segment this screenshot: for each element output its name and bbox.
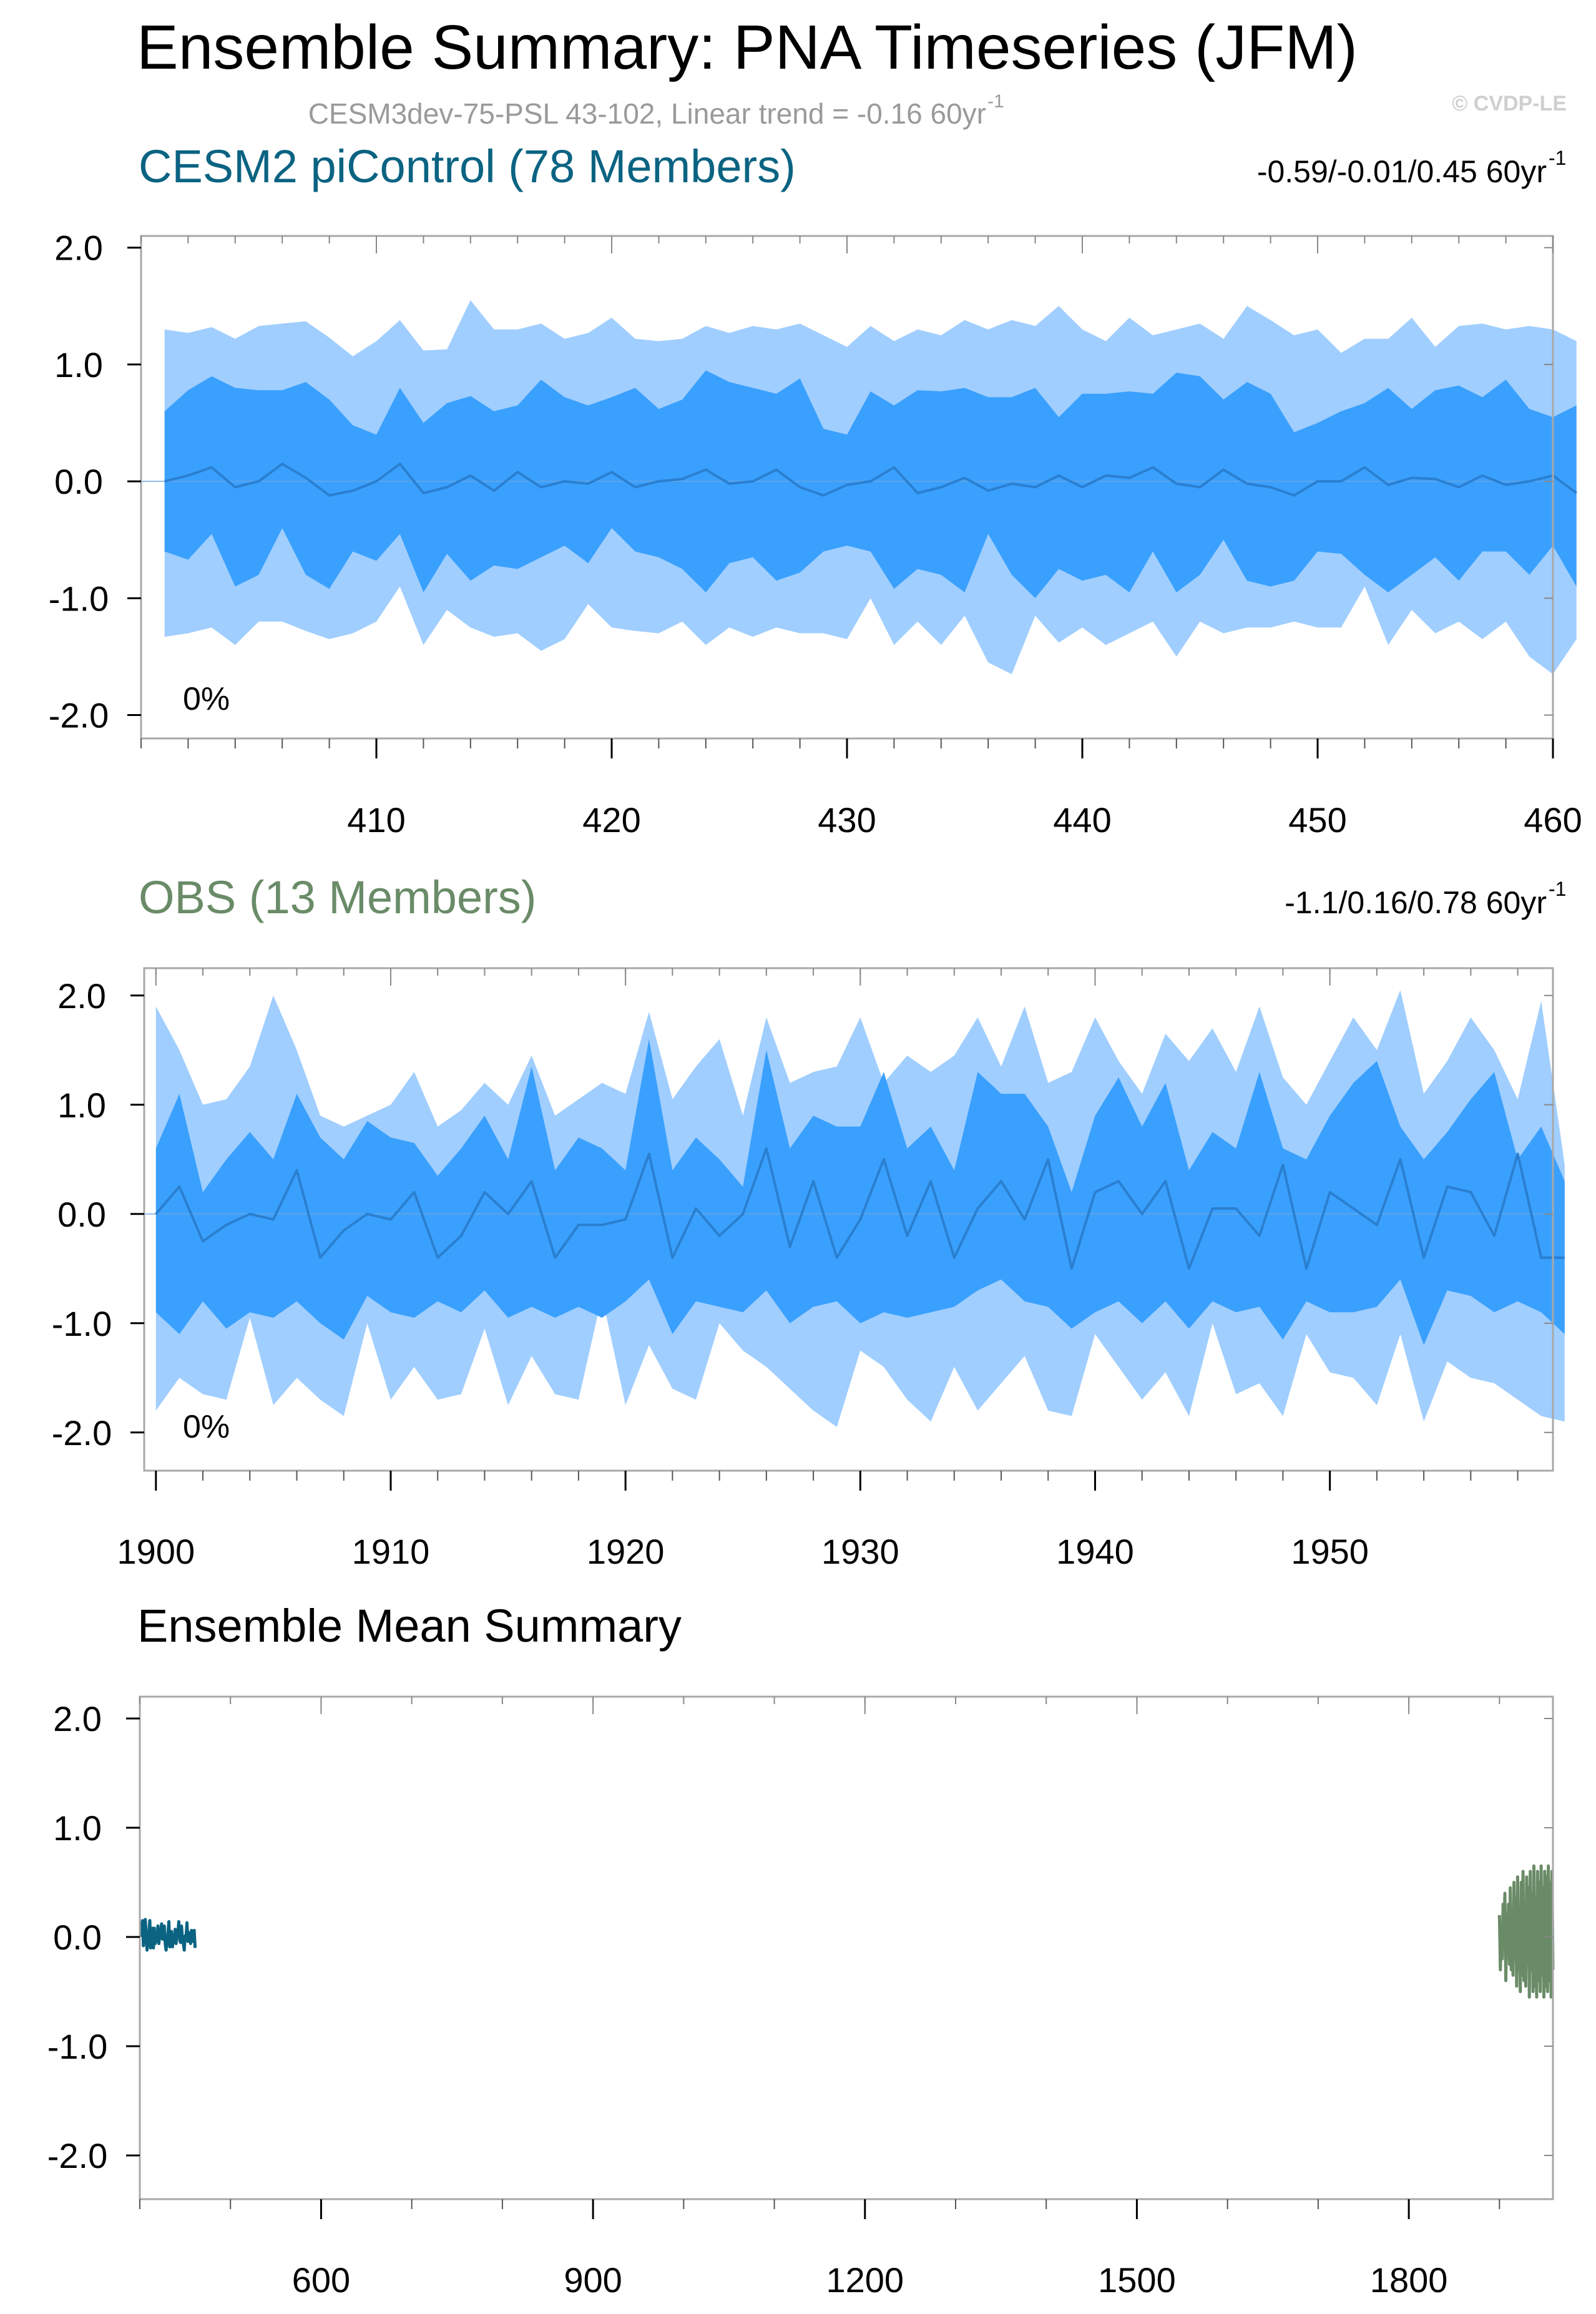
cesm2-y-tick-label: -1.0 bbox=[49, 579, 109, 618]
cesm2-x-tick-label: 420 bbox=[582, 800, 640, 840]
obs-x-tick-label: 1940 bbox=[1056, 1532, 1134, 1571]
cesm2-range-superscript: -1 bbox=[1549, 147, 1566, 169]
cesm2-x-tick-label: 440 bbox=[1053, 800, 1111, 840]
ensemble-mean-x-tick-label: 1800 bbox=[1370, 2260, 1448, 2300]
ensemble-mean-x-tick-label: 600 bbox=[292, 2260, 350, 2300]
copyright-note: © CVDP-LE bbox=[1452, 92, 1567, 115]
cesm2-y-tick-label: 0.0 bbox=[54, 462, 103, 501]
obs-x-tick-label: 1950 bbox=[1291, 1532, 1369, 1571]
figure-subtitle: CESM3dev-75-PSL 43-102, Linear trend = -… bbox=[308, 97, 986, 130]
obs-x-tick-label: 1920 bbox=[587, 1532, 665, 1571]
obs-y-axis-labels: 2.0 1.0 0.0 -1.0 -2.0 bbox=[52, 976, 112, 1453]
obs-y-tick-label: 0.0 bbox=[57, 1195, 106, 1234]
cesm2-x-axis-labels: 410 420 430 440 450 460 bbox=[347, 800, 1582, 840]
obs-inner-spread-band bbox=[155, 1039, 1565, 1345]
obs-panel-title: OBS (13 Members) bbox=[139, 871, 536, 923]
ensemble-mean-y-tick-label: 1.0 bbox=[53, 1808, 102, 1848]
ensemble-mean-plot-frame bbox=[139, 1695, 1554, 2200]
ensemble-mean-plot-area bbox=[139, 1864, 1555, 1999]
obs-y-tick-label: 1.0 bbox=[57, 1086, 106, 1125]
obs-y-tick-label: -2.0 bbox=[52, 1413, 112, 1453]
ensemble-mean-y-tick-label: -2.0 bbox=[47, 2136, 108, 2175]
obs-plot-area bbox=[144, 990, 1565, 1427]
cesm2-inner-spread-band bbox=[164, 370, 1577, 599]
cesm2-panel-title: CESM2 piControl (78 Members) bbox=[139, 140, 796, 192]
ensemble-mean-y-tick-label: -1.0 bbox=[47, 2027, 108, 2066]
obs-y-tick-label: -1.0 bbox=[52, 1304, 112, 1343]
cesm2-x-tick-label: 450 bbox=[1288, 800, 1346, 840]
obs-range-superscript: -1 bbox=[1549, 878, 1566, 900]
ensemble-mean-x-axis-labels: 600 900 1200 1500 1800 bbox=[292, 2260, 1448, 2300]
obs-percent-label: 0% bbox=[183, 1409, 230, 1445]
ensemble-mean-ticks bbox=[126, 1697, 1553, 2219]
cesm2-x-tick-label: 460 bbox=[1524, 800, 1582, 840]
obs-panel: OBS (13 Members) -1.1/0.16/0.78 60yr -1 … bbox=[52, 871, 1567, 1571]
ensemble-mean-x-tick-label: 900 bbox=[564, 2260, 622, 2300]
ensemble-mean-x-tick-label: 1200 bbox=[826, 2260, 904, 2300]
ensemble-mean-series-cesm2 bbox=[139, 1918, 197, 1952]
ensemble-mean-y-tick-label: 2.0 bbox=[53, 1699, 102, 1738]
cesm2-plot-area bbox=[141, 300, 1577, 674]
ensemble-mean-y-axis-labels: 2.0 1.0 0.0 -1.0 -2.0 bbox=[47, 1699, 108, 2175]
obs-ensemble-mean-line bbox=[155, 1147, 1565, 1270]
obs-x-tick-label: 1900 bbox=[117, 1532, 195, 1571]
figure-title: Ensemble Summary: PNA Timeseries (JFM) bbox=[137, 12, 1358, 82]
cesm2-y-tick-label: -2.0 bbox=[49, 696, 109, 735]
cesm2-x-tick-label: 410 bbox=[347, 800, 405, 840]
obs-x-axis-labels: 1900 1910 1920 1930 1940 1950 bbox=[117, 1532, 1369, 1571]
figure-subtitle-superscript: -1 bbox=[987, 91, 1004, 112]
cesm2-x-tick-label: 430 bbox=[818, 800, 876, 840]
ensemble-mean-series-obs bbox=[1497, 1864, 1555, 1999]
obs-ticks bbox=[130, 968, 1553, 1491]
cesm2-y-tick-label: 2.0 bbox=[54, 228, 103, 268]
ensemble-mean-x-tick-label: 1500 bbox=[1098, 2260, 1176, 2300]
ensemble-mean-title: Ensemble Mean Summary bbox=[137, 1600, 682, 1652]
obs-plot-frame bbox=[143, 967, 1554, 1472]
cesm2-percent-label: 0% bbox=[183, 681, 230, 717]
obs-y-tick-label: 2.0 bbox=[57, 976, 106, 1016]
cesm2-range-label: -0.59/-0.01/0.45 60yr bbox=[1257, 154, 1547, 189]
ensemble-mean-y-tick-label: 0.0 bbox=[53, 1918, 102, 1957]
cesm2-ensemble-mean-line bbox=[164, 463, 1577, 497]
obs-x-tick-label: 1930 bbox=[821, 1532, 899, 1571]
cesm2-y-tick-label: 1.0 bbox=[54, 345, 103, 385]
ensemble-mean-panel: Ensemble Mean Summary 2.01.00.0-1.0-2.0 … bbox=[47, 1600, 1555, 2300]
cesm2-y-axis-labels: 2.0 1.0 0.0 -1.0 -2.0 bbox=[49, 228, 109, 735]
obs-range-label: -1.1/0.16/0.78 60yr bbox=[1285, 885, 1547, 920]
cesm2-picontrol-panel: CESM2 piControl (78 Members) -0.59/-0.01… bbox=[49, 140, 1582, 840]
obs-x-tick-label: 1910 bbox=[352, 1532, 430, 1571]
cesm2-ticks bbox=[127, 236, 1554, 758]
